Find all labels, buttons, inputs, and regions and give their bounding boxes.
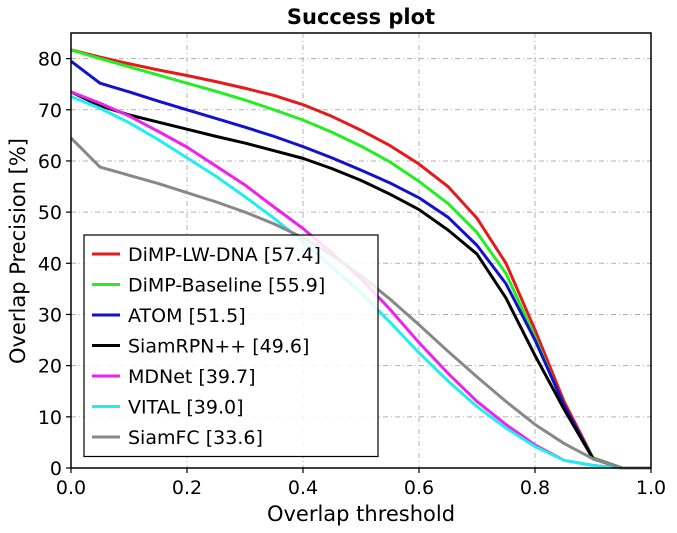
x-axis-label: Overlap threshold — [267, 502, 455, 526]
y-tick-label: 40 — [38, 253, 62, 275]
series-line-2 — [70, 59, 651, 470]
x-tick-label: 1.0 — [636, 477, 666, 499]
legend: DiMP-LW-DNA [57.4] DiMP-Baseline [55.9] AT… — [83, 234, 379, 458]
series-line-3 — [70, 90, 651, 470]
x-tick-label: 0.2 — [172, 477, 202, 499]
y-tick-label: 70 — [38, 100, 62, 122]
legend-label: DiMP-LW-DNA [57.4] — [128, 244, 321, 266]
legend-box — [83, 234, 379, 458]
y-tick-label: 10 — [38, 407, 62, 429]
y-axis-label: Overlap Precision [%] — [6, 138, 30, 364]
series-line-0 — [70, 48, 651, 470]
x-tick-label: 0.0 — [56, 477, 86, 499]
legend-label: DiMP-Baseline [55.9] — [128, 275, 325, 297]
chart-title: Success plot — [287, 5, 435, 29]
x-tick-label: 0.6 — [404, 477, 434, 499]
y-axis-ticks: 0 10 20 30 40 50 60 70 80 — [38, 49, 71, 480]
legend-label: MDNet [39.7] — [128, 366, 256, 388]
legend-label: SiamRPN++ [49.6] — [128, 336, 309, 358]
x-tick-label: 0.8 — [520, 477, 550, 499]
legend-label: SiamFC [33.6] — [128, 427, 263, 449]
legend-label: VITAL [39.0] — [128, 397, 243, 419]
y-tick-label: 50 — [38, 202, 62, 224]
y-tick-label: 0 — [50, 458, 62, 480]
x-axis-ticks: 0.0 0.2 0.4 0.6 0.8 1.0 — [56, 468, 666, 499]
plot-frame — [70, 32, 652, 469]
y-tick-label: 20 — [38, 356, 62, 378]
x-tick-label: 0.4 — [288, 477, 318, 499]
y-tick-label: 30 — [38, 304, 62, 326]
y-tick-label: 60 — [38, 151, 62, 173]
legend-label: ATOM [51.5] — [128, 305, 246, 327]
y-tick-label: 80 — [38, 49, 62, 71]
